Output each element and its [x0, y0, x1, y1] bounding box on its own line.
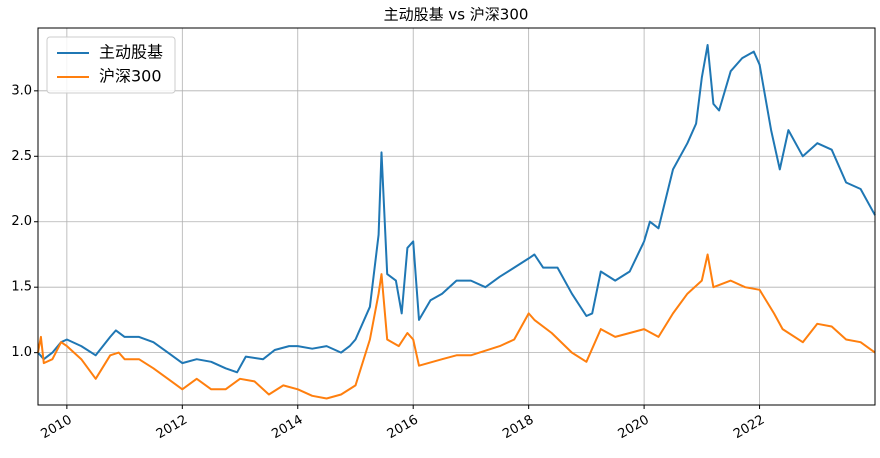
- legend-box: [46, 36, 176, 94]
- x-tick-label: 2016: [385, 413, 421, 443]
- x-tick-label: 2010: [38, 413, 74, 443]
- y-tick-label: 1.5: [11, 280, 32, 295]
- series-line: [37, 253, 876, 400]
- y-tick-label: 3.0: [11, 83, 32, 98]
- y-tick-label: 1.0: [11, 345, 32, 360]
- x-tick-label: 2020: [616, 413, 652, 443]
- legend-label: 主动股基: [99, 43, 163, 62]
- plot-frame: [37, 27, 876, 406]
- legend-label: 沪深300: [99, 67, 162, 86]
- series-line: [37, 44, 876, 374]
- x-tick-label: 2014: [269, 413, 305, 443]
- x-tick-label: 2022: [731, 413, 767, 443]
- x-tick-label: 2018: [500, 413, 536, 443]
- y-tick-label: 2.5: [11, 149, 32, 164]
- x-tick-label: 2012: [154, 413, 190, 443]
- y-tick-label: 2.0: [11, 214, 32, 229]
- chart-title: 主动股基 vs 沪深300: [384, 6, 529, 24]
